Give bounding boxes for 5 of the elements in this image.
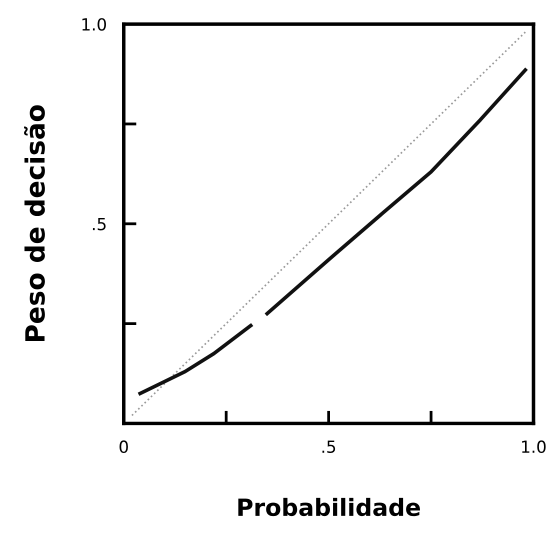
x-tick-label: 1.0	[522, 440, 546, 454]
x-tick-label: 0	[120, 440, 128, 454]
y-axis-title: Peso de decisão	[24, 105, 45, 342]
x-axis-title: Probabilidade	[238, 498, 420, 516]
x-tick-label: .5	[322, 440, 336, 454]
